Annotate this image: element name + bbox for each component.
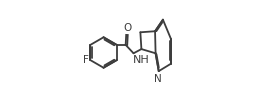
Text: O: O xyxy=(123,23,131,33)
Text: F: F xyxy=(83,55,89,65)
Text: N: N xyxy=(154,74,162,84)
Text: NH: NH xyxy=(133,55,150,65)
